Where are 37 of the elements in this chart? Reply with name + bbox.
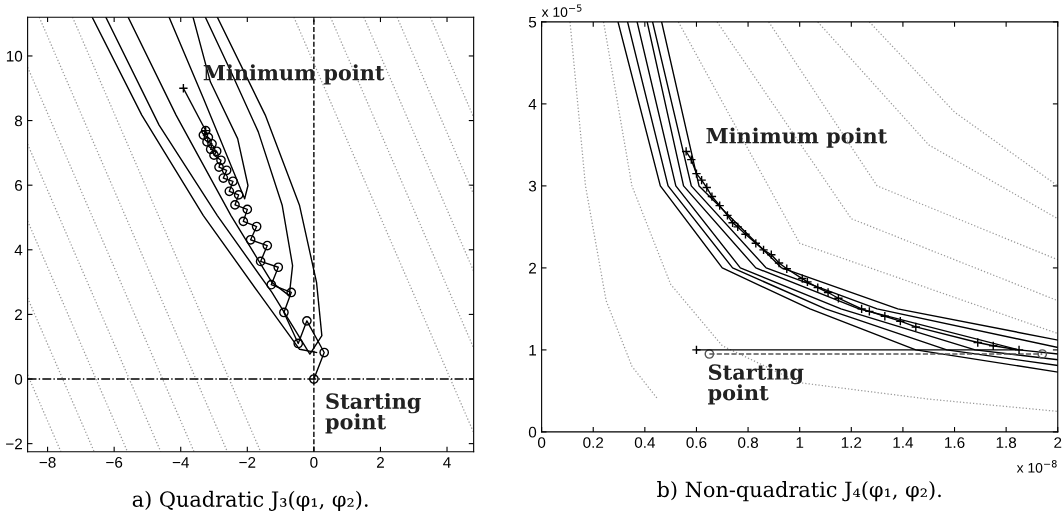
x-tick-label: 1.2	[841, 437, 862, 448]
y-tick-label: 5	[528, 16, 537, 28]
x-tick-label: 0	[310, 456, 318, 468]
y-tick-label: 4	[528, 98, 537, 110]
y-tick-label: 1	[529, 344, 537, 356]
y-tick-label: 0	[14, 373, 23, 385]
x-tick-label: 2	[1054, 437, 1062, 448]
y-tick-label: 3	[528, 180, 537, 192]
x-tick-label: 4	[443, 457, 451, 468]
x-tick-label: 1	[796, 437, 804, 448]
x-tick-label: −6	[106, 456, 123, 468]
y-tick-label: 2	[529, 262, 536, 274]
x-tick-label: 2	[376, 456, 384, 468]
y-tick-label: 4	[14, 244, 23, 256]
y-tick-label: 8	[14, 115, 23, 127]
x-tick-label: −8	[39, 456, 56, 468]
x-tick-label: 0.2	[583, 437, 604, 448]
text: x 10$^{−8}$	[1016, 460, 1057, 473]
x-tick-label: 1.8	[996, 437, 1017, 448]
x-tick-label: 0.4	[634, 437, 656, 448]
x-tick-label: −4	[172, 457, 189, 468]
x-tick-label: −2	[239, 456, 256, 468]
x-tick-label: 1.4	[893, 437, 914, 448]
y-tick-label: 2	[15, 309, 22, 320]
text: b) Non-quadratic J₄(φ₁, φ₂).	[657, 481, 941, 502]
annotation: Starting point	[708, 363, 804, 405]
y-tick-label: 10	[6, 50, 23, 62]
text: x 10$^{−5}$	[541, 4, 582, 17]
x-tick-label: 0	[537, 437, 546, 448]
annotation: Minimum point	[706, 127, 888, 148]
x-tick-label: 0.6	[686, 437, 707, 448]
x-tick-label: 0.8	[738, 437, 759, 448]
y-tick-label: 6	[15, 180, 23, 191]
text: a) Quadratic J₃(φ₁, φ₂).	[132, 490, 368, 511]
y-tick-label: 0	[528, 426, 537, 438]
x-tick-label: 1.6	[945, 437, 965, 448]
annotation: Starting point	[325, 392, 421, 434]
